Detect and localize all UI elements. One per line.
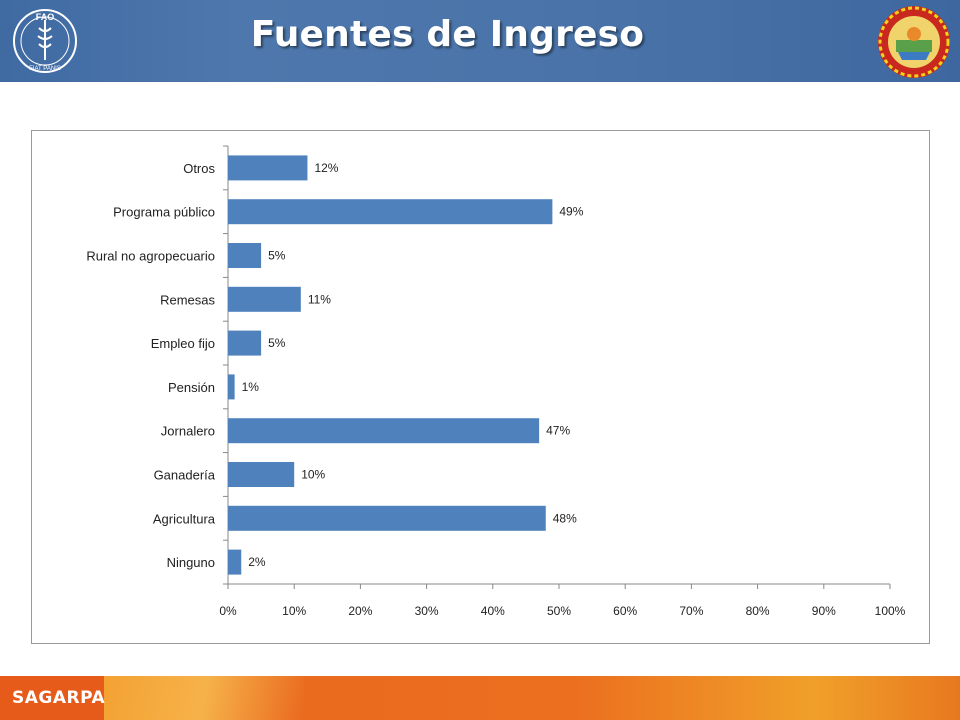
x-tick-label: 90% [812, 604, 836, 618]
category-label: Rural no agropecuario [86, 249, 215, 264]
bar [228, 330, 262, 356]
bar [228, 462, 295, 487]
x-tick-label: 40% [481, 604, 505, 618]
category-label: Ninguno [167, 555, 215, 570]
x-tick-label: 30% [415, 604, 439, 618]
data-label: 47% [546, 424, 570, 438]
sagarpa-logo: SAGARPA [12, 688, 106, 708]
data-label: 48% [553, 511, 577, 525]
x-tick-label: 20% [348, 604, 372, 618]
x-tick-label: 70% [679, 604, 703, 618]
fao-logo-motto: FIAT PANIS [29, 66, 61, 72]
footer-stripe [104, 676, 304, 720]
data-label: 11% [308, 292, 331, 306]
category-label: Remesas [160, 292, 215, 307]
data-label: 10% [301, 468, 325, 482]
data-label: 12% [314, 161, 338, 175]
x-tick-label: 0% [219, 604, 237, 618]
x-tick-label: 60% [613, 604, 637, 618]
data-label: 5% [268, 249, 286, 263]
bar [228, 199, 553, 225]
state-seal-icon [878, 6, 950, 78]
header-bar [0, 0, 960, 82]
fao-logo-icon: FAO FIAT PANIS [13, 9, 77, 73]
bar [228, 418, 540, 444]
fao-logo-text: FAO [36, 12, 55, 22]
bar [228, 505, 546, 531]
category-label: Otros [183, 161, 215, 176]
category-label: Empleo fijo [151, 336, 215, 351]
income-sources-chart: Otros 12% Programa público 49% Rural no agro… [86, 145, 906, 618]
page-title: Fuentes de Ingreso [250, 14, 645, 55]
x-tick-label: 50% [547, 604, 571, 618]
bar [228, 243, 262, 268]
category-label: Agricultura [153, 511, 216, 526]
x-tick-label: 80% [746, 604, 770, 618]
data-label: 1% [242, 380, 260, 394]
x-tick-label: 100% [875, 604, 906, 618]
category-label: Pensión [168, 380, 215, 395]
bar [228, 549, 242, 575]
x-tick-label: 10% [282, 604, 306, 618]
category-label: Ganadería [154, 468, 216, 483]
sagarpa-logo-box [0, 676, 104, 720]
bar [228, 155, 308, 181]
data-label: 5% [268, 336, 286, 350]
data-label: 2% [248, 555, 266, 569]
bar [228, 286, 301, 312]
data-label: 49% [559, 205, 583, 219]
chart-frame: Otros 12% Programa público 49% Rural no agro… [31, 130, 930, 644]
bar [228, 374, 235, 400]
category-label: Programa público [113, 205, 215, 220]
category-label: Jornalero [161, 424, 215, 439]
